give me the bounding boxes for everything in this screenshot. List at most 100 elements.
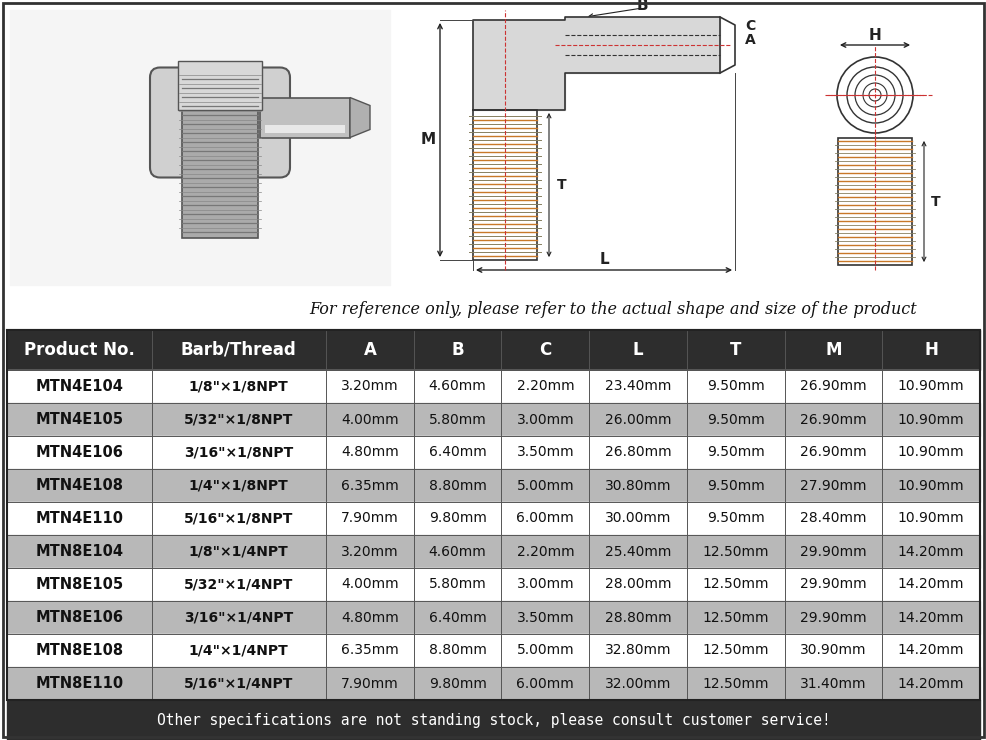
Text: 12.50mm: 12.50mm [702,676,768,690]
Bar [7,436,979,469]
Text: 4.80mm: 4.80mm [340,610,398,625]
Text: C: C [744,19,754,33]
Text: 10.90mm: 10.90mm [897,380,963,394]
Text: 3/16"×1/4NPT: 3/16"×1/4NPT [184,610,293,625]
Text: 29.90mm: 29.90mm [800,577,866,591]
Text: 12.50mm: 12.50mm [702,644,768,658]
Text: 3.00mm: 3.00mm [516,412,574,426]
Polygon shape [472,17,719,110]
Text: 5.80mm: 5.80mm [428,577,486,591]
Text: MTN8E106: MTN8E106 [35,610,123,625]
Text: 32.00mm: 32.00mm [604,676,670,690]
Text: 30.80mm: 30.80mm [604,479,670,493]
Text: 32.80mm: 32.80mm [604,644,670,658]
Text: 5.00mm: 5.00mm [516,479,574,493]
Text: 5/32"×1/4NPT: 5/32"×1/4NPT [184,577,293,591]
Text: 14.20mm: 14.20mm [897,545,963,559]
Text: A: A [363,341,376,359]
Bar [7,0,979,290]
Bar [7,700,979,740]
Text: 10.90mm: 10.90mm [897,479,963,493]
Text: 29.90mm: 29.90mm [800,545,866,559]
Bar [7,535,979,568]
Text: 28.80mm: 28.80mm [604,610,670,625]
Text: 9.50mm: 9.50mm [706,380,764,394]
Text: 3.20mm: 3.20mm [341,380,398,394]
Bar [472,110,536,260]
FancyBboxPatch shape [177,61,261,110]
Text: M: M [824,341,841,359]
Text: H: H [923,341,937,359]
Text: 10.90mm: 10.90mm [897,412,963,426]
Text: C: C [538,341,551,359]
Text: 26.90mm: 26.90mm [800,445,866,460]
Bar [7,568,979,601]
Text: Other specifications are not standing stock, please consult customer service!: Other specifications are not standing st… [157,713,829,727]
Bar [7,667,979,700]
Bar [7,330,979,370]
Text: 10.90mm: 10.90mm [897,511,963,525]
Text: 12.50mm: 12.50mm [702,545,768,559]
Text: 9.50mm: 9.50mm [706,479,764,493]
Text: 28.00mm: 28.00mm [604,577,670,591]
Text: 10.90mm: 10.90mm [897,445,963,460]
Text: 3.50mm: 3.50mm [516,610,574,625]
Text: 23.40mm: 23.40mm [604,380,670,394]
Text: 7.90mm: 7.90mm [340,676,398,690]
Text: 1/8"×1/4NPT: 1/8"×1/4NPT [188,545,288,559]
Bar [259,98,350,138]
Text: Barb/Thread: Barb/Thread [180,341,297,359]
Text: MTN4E110: MTN4E110 [35,511,123,526]
Bar [264,124,345,132]
Bar [7,330,979,700]
Text: 8.80mm: 8.80mm [428,479,486,493]
Text: 14.20mm: 14.20mm [897,644,963,658]
Bar [7,502,979,535]
Text: 3.50mm: 3.50mm [516,445,574,460]
Text: 28.40mm: 28.40mm [800,511,866,525]
Text: 31.40mm: 31.40mm [800,676,866,690]
FancyBboxPatch shape [150,67,290,178]
Text: 6.00mm: 6.00mm [516,676,574,690]
Text: 4.60mm: 4.60mm [428,380,486,394]
Text: 6.35mm: 6.35mm [340,479,398,493]
Text: Product No.: Product No. [24,341,134,359]
Text: 3.00mm: 3.00mm [516,577,574,591]
Text: 5/16"×1/8NPT: 5/16"×1/8NPT [184,511,293,525]
Text: MTN8E105: MTN8E105 [35,577,123,592]
Text: 30.90mm: 30.90mm [800,644,866,658]
Bar [7,601,979,634]
Text: 2.20mm: 2.20mm [516,545,574,559]
Text: 6.40mm: 6.40mm [428,610,486,625]
Text: 2.20mm: 2.20mm [516,380,574,394]
Text: A: A [744,33,755,47]
Text: M: M [420,132,435,147]
Text: T: T [930,195,940,209]
Text: 3.20mm: 3.20mm [341,545,398,559]
Text: 27.90mm: 27.90mm [800,479,866,493]
Text: 30.00mm: 30.00mm [604,511,670,525]
Text: MTN4E104: MTN4E104 [35,379,123,394]
Text: 1/4"×1/8NPT: 1/4"×1/8NPT [188,479,288,493]
Text: T: T [730,341,740,359]
Text: 9.80mm: 9.80mm [428,511,486,525]
Text: 4.80mm: 4.80mm [340,445,398,460]
Text: For reference only, please refer to the actual shape and size of the product: For reference only, please refer to the … [310,301,916,318]
Text: 8.80mm: 8.80mm [428,644,486,658]
Text: 26.80mm: 26.80mm [604,445,670,460]
Text: H: H [868,27,880,42]
Text: 9.50mm: 9.50mm [706,445,764,460]
Text: MTN4E106: MTN4E106 [35,445,123,460]
Text: L: L [632,341,643,359]
Bar [7,469,979,502]
Text: 26.00mm: 26.00mm [604,412,670,426]
Text: T: T [556,178,566,192]
Text: B: B [451,341,463,359]
Text: 3/16"×1/8NPT: 3/16"×1/8NPT [184,445,293,460]
Text: 4.00mm: 4.00mm [341,412,398,426]
Text: L: L [599,252,608,267]
Text: MTN8E104: MTN8E104 [35,544,123,559]
Text: 9.80mm: 9.80mm [428,676,486,690]
Text: 9.50mm: 9.50mm [706,412,764,426]
Bar [7,403,979,436]
